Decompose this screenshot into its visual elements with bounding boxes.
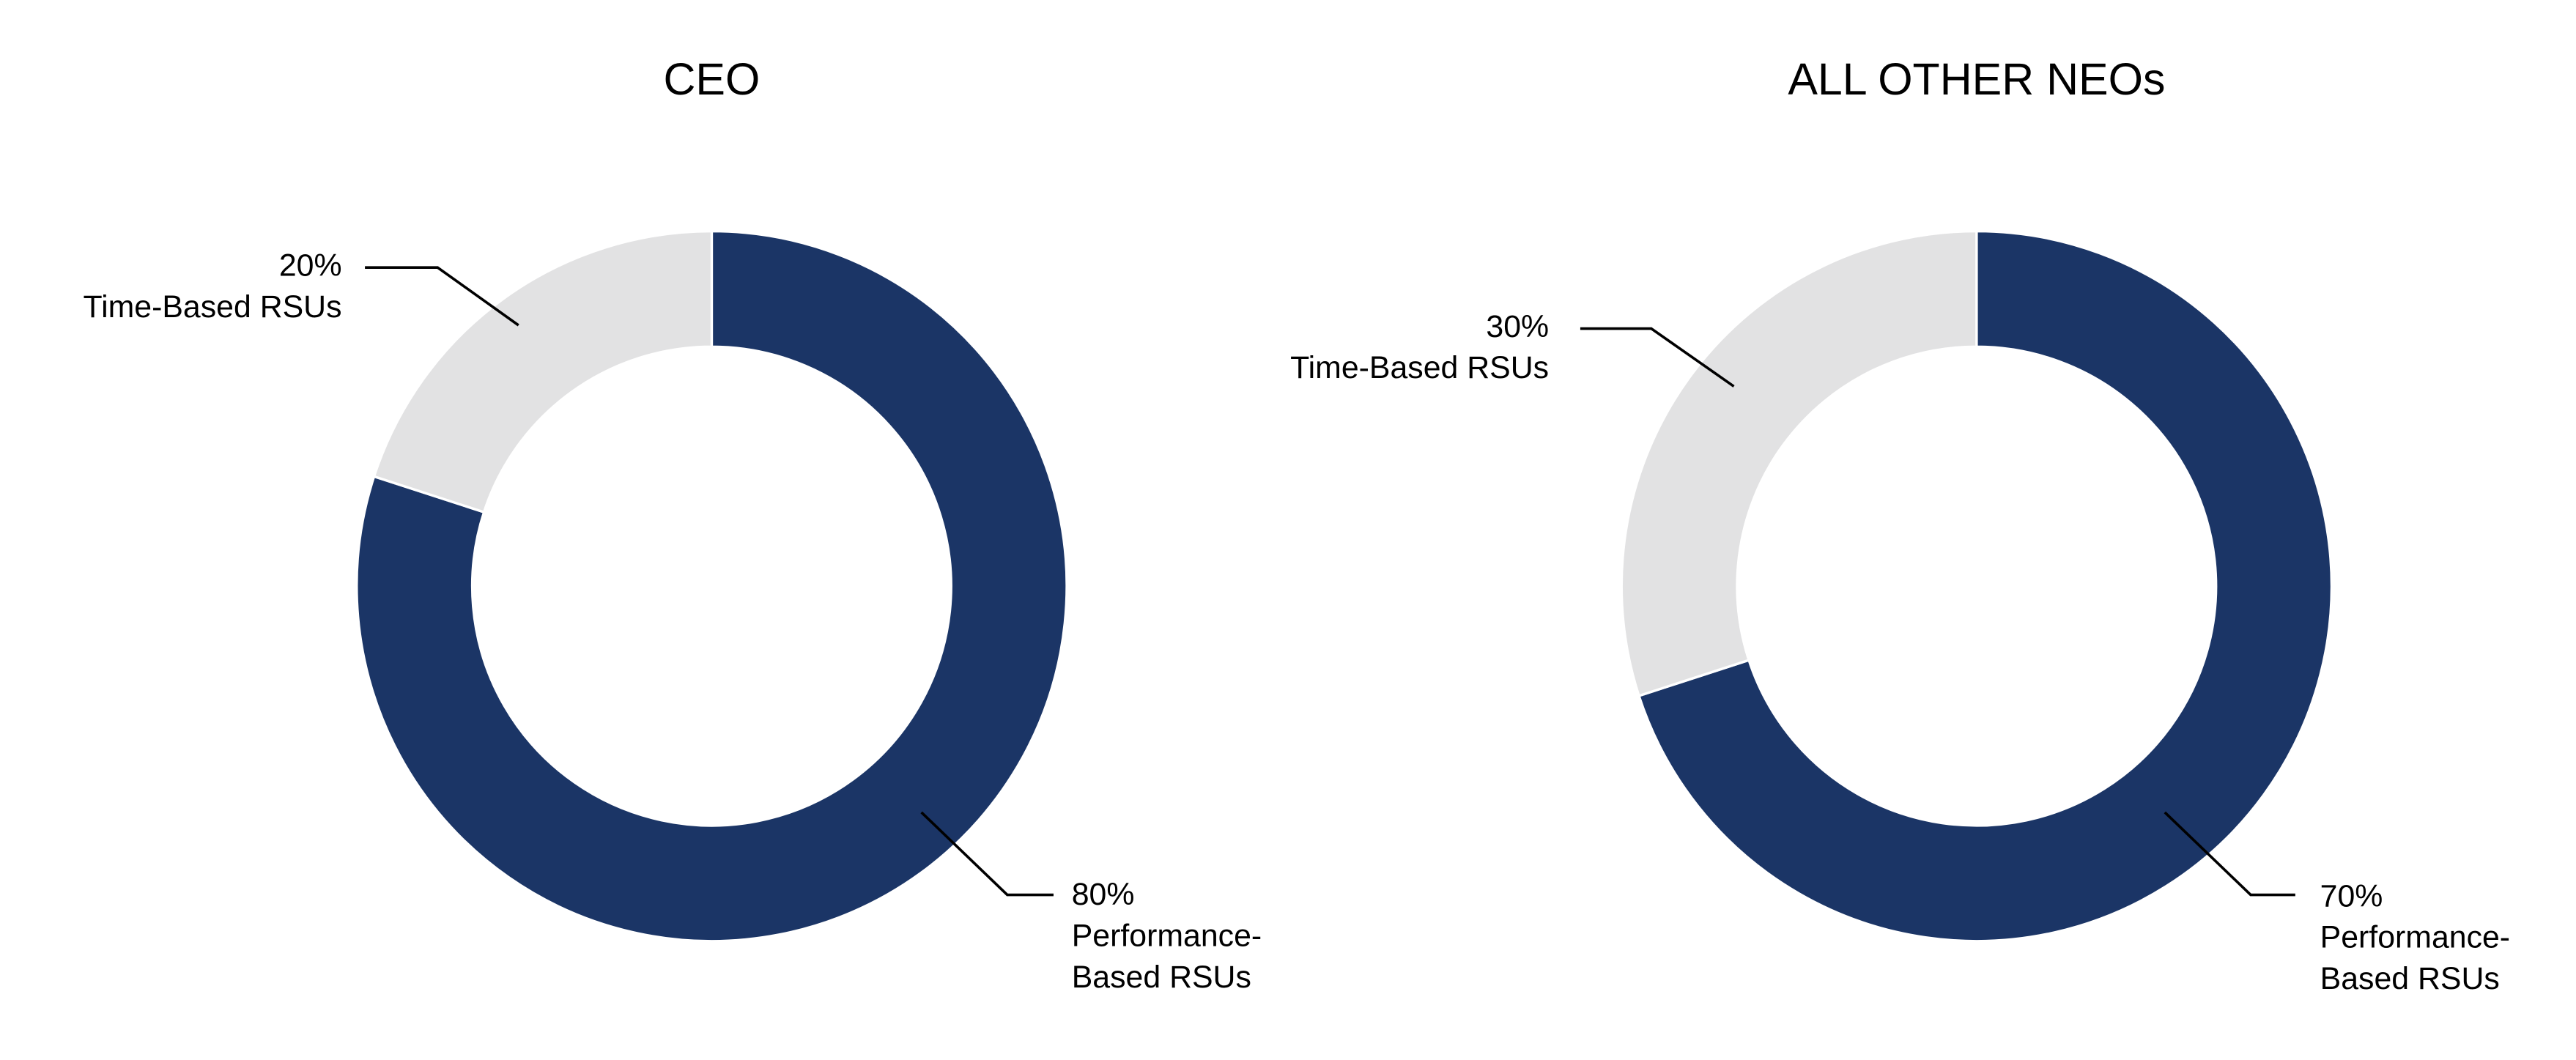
category-label: Performance-Based RSUs (1071, 919, 1262, 996)
data-label: 70% Performance-Based RSUs (2320, 877, 2552, 1001)
donut-segment (1637, 229, 2333, 943)
donut-segment (355, 229, 1068, 943)
leader-line (365, 266, 519, 327)
donut-segment (1620, 229, 1978, 698)
data-label: 80% Performance-Based RSUs (1072, 875, 1303, 999)
category-label: Performance-Based RSUs (2320, 921, 2511, 998)
leader-line (920, 811, 1054, 897)
value-label: 70% (2320, 880, 2383, 915)
value-label: 80% (1071, 878, 1135, 913)
category-label: Time-Based RSUs (1290, 352, 1550, 387)
label-box: 30% Time-Based RSUs (1251, 307, 1549, 390)
label-box: 80% Performance-Based RSUs (1072, 875, 1303, 999)
value-label: 20% (278, 249, 342, 284)
data-label: 30% Time-Based RSUs (1251, 307, 1549, 390)
donut-segment (372, 229, 714, 514)
chart-title: ALL OTHER NEOs (1788, 54, 2165, 104)
label-box: 20% Time-Based RSUs (45, 246, 342, 329)
leader-line (1580, 327, 1735, 388)
chart-title: CEO (663, 54, 760, 104)
data-label: 20% Time-Based RSUs (45, 246, 342, 329)
leader-line (2164, 811, 2295, 897)
value-label: 30% (1486, 310, 1550, 346)
label-box: 70% Performance-Based RSUs (2320, 877, 2552, 1001)
category-label: Time-Based RSUs (83, 290, 342, 326)
